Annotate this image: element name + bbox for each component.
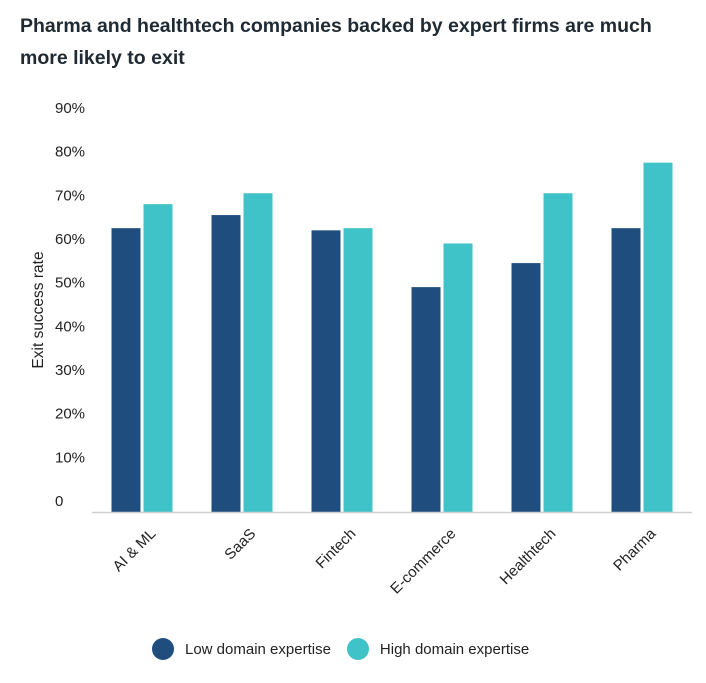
y-axis-ticks: 0 10% 20% 30% 40% 50% 60% 70% 80% 90% [55,100,85,510]
y-tick-label: 90% [55,100,85,117]
legend-label-high: High domain expertise [379,640,530,658]
x-tick-label: Fintech [313,525,360,572]
bar-low-healthtech [511,263,541,512]
y-tick-label: 40% [55,318,85,335]
x-tick-label: Healthtech [497,525,560,588]
y-tick-label: 80% [55,144,85,161]
bar-low-fintech [311,230,341,512]
bar-high-ai-ml [143,204,173,512]
y-tick-label: 60% [55,231,85,248]
legend-item-low: Low domain expertise [152,638,331,660]
bar-high-e-commerce [443,243,473,512]
legend: Low domain expertise High domain experti… [152,638,545,660]
bar-high-healthtech [543,193,573,512]
y-axis-title: Exit success rate [30,251,47,368]
legend-label-low: Low domain expertise [185,640,331,658]
x-tick-label: AI & ML [110,525,160,575]
chart-title: Pharma and healthtech companies backed b… [20,15,652,69]
bar-high-pharma [643,162,673,512]
y-tick-label: 10% [55,449,85,466]
legend-swatch-high [346,638,369,660]
bar-low-e-commerce [411,287,441,512]
y-tick-label: 50% [55,275,85,292]
legend-swatch-low [152,638,174,660]
y-tick-label: 20% [55,406,85,423]
bar-low-pharma [611,228,641,512]
bar-chart: 0 10% 20% 30% 40% 50% 60% 70% 80% 90% AI & ML SaaS… [30,100,692,598]
x-tick-label: E-commerce [387,525,459,597]
y-tick-label: 70% [55,187,85,204]
bar-high-saas [243,193,273,512]
x-tick-label: Pharma [610,525,660,575]
y-tick-label: 30% [55,362,85,379]
legend-item-high: High domain expertise [346,638,530,660]
x-axis-labels: AI & ML SaaS Fintech E-commerce Healthtech Ph… [110,525,660,598]
bar-low-saas [211,215,241,513]
bar-high-fintech [343,228,373,512]
x-tick-label: SaaS [221,525,259,563]
y-tick-label: 0 [55,493,63,510]
bar-low-ai-ml [111,228,141,512]
bars [111,162,673,513]
